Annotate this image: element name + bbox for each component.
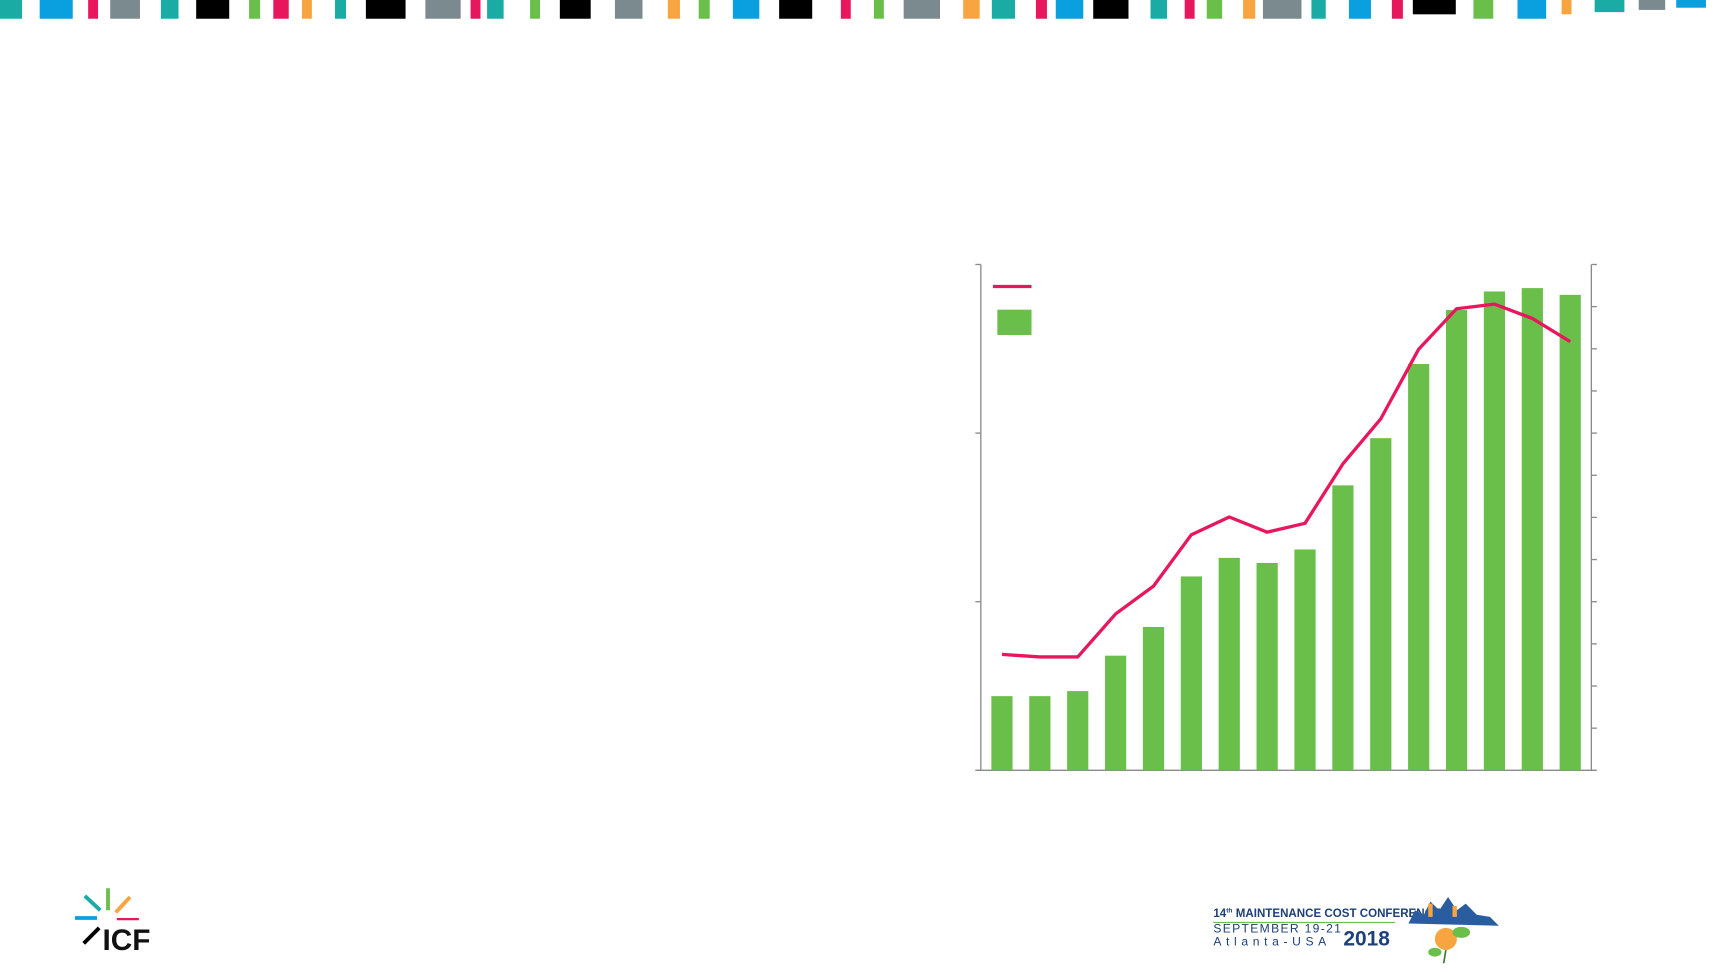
bar [1445, 310, 1468, 771]
strip-block [1243, 0, 1256, 19]
strip-block [1412, 0, 1456, 15]
strip-block [1517, 0, 1547, 19]
strip-block [1391, 0, 1403, 19]
edition: 14 [1213, 908, 1226, 920]
conference-year: 2018 [1343, 928, 1390, 951]
strip-block [614, 0, 643, 19]
bar [1332, 485, 1354, 771]
strip-block [1676, 0, 1706, 8]
strip-block [335, 0, 347, 19]
strip-block [530, 0, 540, 19]
strip-block [1473, 0, 1494, 19]
logo-text: ICF [102, 924, 150, 957]
strip-block [0, 0, 23, 19]
strip-block [1262, 0, 1302, 19]
bar [1067, 691, 1089, 771]
bar [1256, 562, 1278, 771]
strip-block [698, 0, 710, 19]
strip-block [425, 0, 461, 19]
conference-name: MAINTENANCE COST CONFERENCE [1236, 908, 1441, 920]
strip-block [779, 0, 813, 19]
strip-block [1150, 0, 1168, 19]
strip-block [1206, 0, 1223, 19]
conference-title: 14th MAINTENANCE COST CONFERENCE [1213, 907, 1441, 919]
strip-block [487, 0, 504, 19]
bar [1483, 291, 1506, 771]
strip-block [732, 0, 760, 19]
strip-block [559, 0, 591, 19]
bar [1142, 627, 1165, 771]
bar [1370, 438, 1392, 771]
conference-dates: SEPTEMBER 19-21 [1213, 921, 1342, 935]
strip-block [1093, 0, 1129, 19]
strip-block [110, 0, 140, 19]
icf-logo: ICF [74, 888, 150, 957]
strip-block [1184, 0, 1195, 19]
decorative-strip [0, 0, 1706, 19]
strip-block [196, 0, 230, 19]
bar [1521, 288, 1543, 771]
strip-block [88, 0, 99, 19]
strip-block [991, 0, 1015, 19]
strip-block [667, 0, 680, 19]
strip-block [1561, 0, 1572, 15]
strip-block [301, 0, 312, 19]
bar [1029, 696, 1051, 771]
legend-swatch [997, 309, 1032, 336]
strip-block [249, 0, 261, 19]
strip-block [470, 0, 481, 19]
strip-block [1638, 0, 1666, 10]
strip-block [1348, 0, 1371, 19]
strip-block [1594, 0, 1625, 13]
bar [1408, 363, 1430, 771]
bar [1180, 576, 1202, 771]
chart [975, 263, 1597, 771]
strip-block [1311, 0, 1326, 19]
strip-block [365, 0, 406, 19]
conference-location: Atlanta-USA [1213, 935, 1331, 949]
strip-block [39, 0, 73, 19]
strip-block [903, 0, 941, 19]
strip-block [873, 0, 884, 19]
bar [1105, 655, 1127, 771]
bar [1294, 549, 1316, 771]
strip-block [273, 0, 289, 19]
strip-block [160, 0, 179, 19]
bar [1218, 557, 1240, 771]
bar [991, 696, 1013, 771]
strip-block [1035, 0, 1047, 19]
strip-block [1055, 0, 1084, 19]
edition-suffix: th [1226, 907, 1232, 914]
bar [1559, 294, 1581, 771]
strip-block [963, 0, 980, 19]
conference-logo: 14th MAINTENANCE COST CONFERENCE SEPTEMBE… [1213, 897, 1499, 964]
line [1001, 302, 1572, 659]
strip-block [840, 0, 851, 19]
